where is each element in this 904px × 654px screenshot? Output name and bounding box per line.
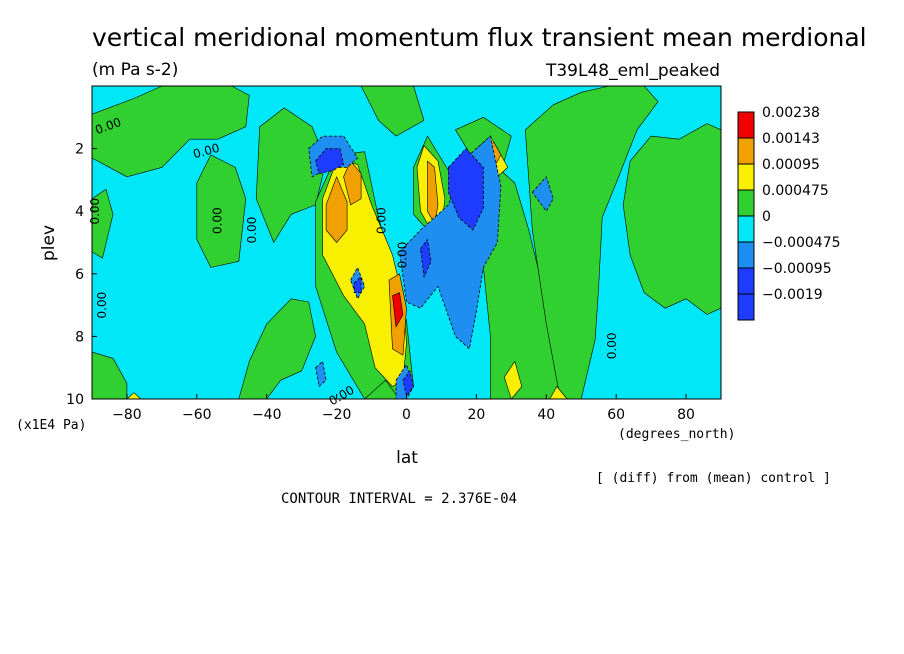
legend-label: −0.00095 (762, 261, 832, 277)
contour-region-29 (531, 176, 554, 212)
plot-area: 0.000.000.00 0.00 0.000.000.000.000.000.00 (88, 85, 722, 408)
contour-label-1: 0.00 (192, 141, 221, 161)
legend-swatch (737, 293, 755, 321)
contour-region-33 (447, 148, 484, 231)
x-tick-label: −20 (322, 407, 352, 423)
legend-label: 0.000475 (762, 183, 829, 199)
y-axis-label: plev (39, 225, 59, 261)
x-axis-label: lat (396, 448, 418, 468)
contour-region-5 (238, 298, 316, 400)
contour-regions (91, 85, 722, 400)
y-tick-label: 10 (66, 392, 84, 408)
y-tick-label: 6 (75, 267, 84, 283)
contour-region-17 (503, 361, 523, 400)
contour-region-36 (353, 276, 362, 294)
contour-region-23 (427, 160, 439, 224)
contour-label-5: 0.00 (95, 292, 109, 319)
contour-region-0 (91, 85, 250, 178)
y-axis: 2 4 6 8 10 (66, 142, 97, 408)
y-tick-label: 4 (75, 204, 84, 220)
contour-label-4: 0.00 (245, 217, 259, 244)
legend-swatch (737, 137, 755, 165)
legend-swatch (737, 267, 755, 295)
x-tick-label: −40 (252, 407, 282, 423)
legend-label: −0.000475 (762, 235, 841, 251)
contour-region-20 (325, 176, 348, 243)
x-tick-label: 0 (402, 407, 411, 423)
legend-swatch (737, 189, 755, 217)
x-tick-label: −60 (182, 407, 212, 423)
contour-region-25 (392, 292, 404, 328)
experiment-label: T39L48_eml_peaked (545, 61, 720, 81)
contour-region-12 (622, 123, 722, 315)
y-tick-label: 8 (75, 329, 84, 345)
contour-label-3: 0.00 (210, 207, 224, 234)
legend-label: −0.0019 (762, 287, 823, 303)
legend-swatch (737, 163, 755, 191)
chart-units: (m Pa s-2) (92, 60, 178, 80)
x-tick-label: −80 (112, 407, 142, 423)
contour-interval: CONTOUR INTERVAL = 2.376E-04 (281, 491, 517, 507)
x-tick-label: 20 (467, 407, 485, 423)
y-axis-units: (x1E4 Pa) (16, 418, 86, 433)
contour-region-32 (315, 148, 345, 175)
x-tick-label: 60 (607, 407, 625, 423)
contour-region-31 (315, 360, 327, 387)
legend-label: 0.00238 (762, 105, 820, 121)
diff-note: [ (diff) from (mean) control ] (596, 471, 831, 486)
legend-label: 0.00095 (762, 157, 820, 173)
x-tick-label: 40 (537, 407, 555, 423)
legend-label: 0 (762, 209, 771, 225)
contour-label-7: 0.00 (375, 207, 389, 234)
x-axis-units: (degrees_north) (618, 427, 735, 442)
y-tick-label: 2 (75, 142, 84, 158)
contour-region-3 (196, 154, 247, 268)
legend-label: 0.00143 (762, 131, 820, 147)
contour-label-8: 0.00 (396, 242, 410, 269)
contour-region-34 (420, 238, 432, 278)
color-legend: 0.00238 0.00143 0.00095 0.000475 0 −0.000475 −… (737, 105, 841, 321)
contour-region-11 (524, 85, 659, 400)
x-axis: −80 −60 −40 −20 0 20 40 60 80 (112, 394, 695, 423)
legend-swatch (737, 111, 755, 139)
contour-label-9: 0.00 (605, 332, 619, 359)
legend-swatch (737, 241, 755, 269)
chart-title: vertical meridional momentum flux transi… (92, 23, 867, 52)
legend-swatch (737, 215, 755, 243)
contour-region-35 (402, 370, 414, 397)
x-tick-label: 80 (677, 407, 695, 423)
